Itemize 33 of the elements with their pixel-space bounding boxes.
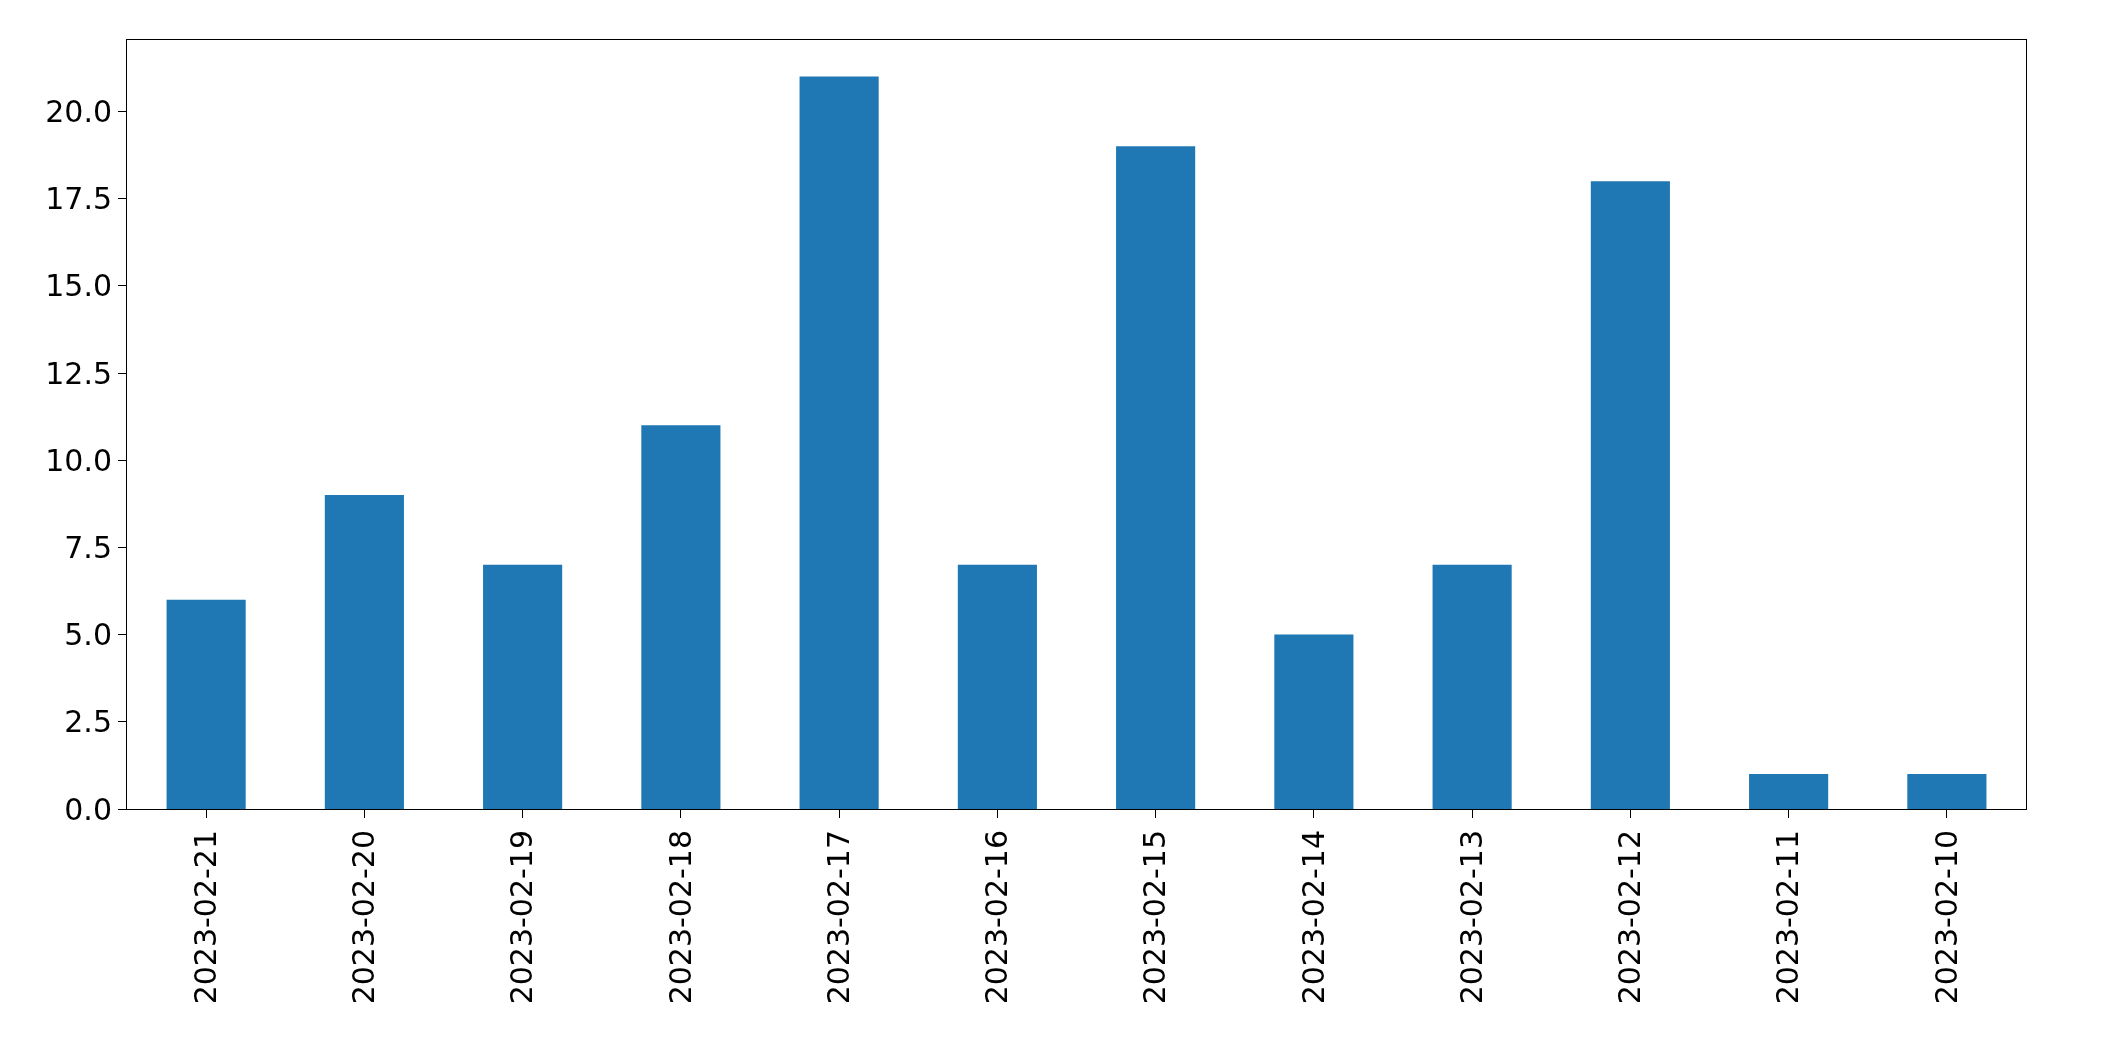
- y-tick-label: 10.0: [45, 442, 112, 478]
- bar: [166, 599, 246, 809]
- bar: [799, 76, 879, 809]
- x-tick-label: 2023-02-21: [187, 830, 223, 1005]
- x-tick-label: 2023-02-12: [1612, 830, 1648, 1005]
- bar: [1590, 181, 1670, 809]
- bar: [641, 425, 721, 809]
- y-tick-label: 5.0: [64, 617, 112, 653]
- x-tick-label: 2023-02-11: [1770, 830, 1806, 1005]
- bar: [324, 495, 404, 809]
- x-tick-label: 2023-02-14: [1295, 830, 1331, 1005]
- bar: [1907, 774, 1987, 809]
- x-tick-label: 2023-02-15: [1137, 830, 1173, 1005]
- y-tick-label: 12.5: [45, 355, 112, 391]
- y-tick-label: 7.5: [64, 529, 112, 565]
- x-tick-label: 2023-02-10: [1928, 830, 1964, 1005]
- x-tick-label: 2023-02-20: [346, 830, 382, 1005]
- x-tick-label: 2023-02-16: [979, 830, 1015, 1005]
- y-tick-label: 17.5: [45, 181, 112, 217]
- x-tick-label: 2023-02-18: [662, 830, 698, 1005]
- x-tick-label: 2023-02-17: [820, 830, 856, 1005]
- y-tick-label: 15.0: [45, 268, 112, 304]
- bar: [1116, 146, 1196, 809]
- bar: [483, 564, 563, 809]
- y-tick-label: 0.0: [64, 791, 112, 827]
- bar: [1274, 634, 1354, 809]
- y-tick-label: 20.0: [45, 93, 112, 129]
- bar: [1432, 564, 1512, 809]
- bar: [957, 564, 1037, 809]
- x-tick-label: 2023-02-19: [504, 830, 540, 1005]
- x-tick-label: 2023-02-13: [1453, 830, 1489, 1005]
- y-tick-label: 2.5: [64, 704, 112, 740]
- bar: [1749, 774, 1829, 809]
